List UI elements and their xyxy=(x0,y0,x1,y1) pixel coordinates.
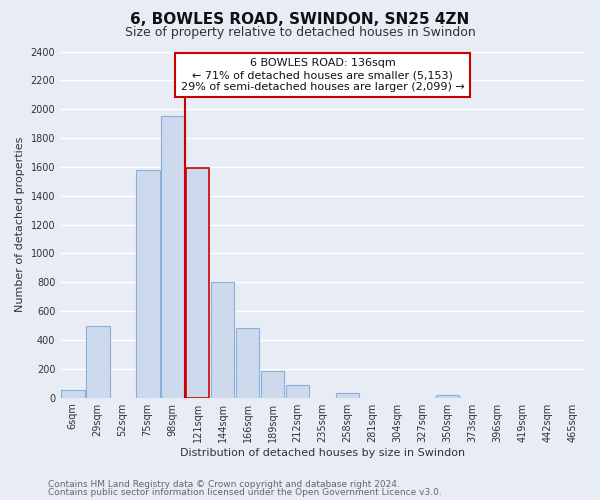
Y-axis label: Number of detached properties: Number of detached properties xyxy=(15,137,25,312)
Bar xyxy=(286,384,310,398)
Text: 6 BOWLES ROAD: 136sqm
← 71% of detached houses are smaller (5,153)
29% of semi-d: 6 BOWLES ROAD: 136sqm ← 71% of detached … xyxy=(181,58,464,92)
Bar xyxy=(261,371,284,398)
Text: Contains HM Land Registry data © Crown copyright and database right 2024.: Contains HM Land Registry data © Crown c… xyxy=(48,480,400,489)
Bar xyxy=(61,390,85,398)
Bar xyxy=(211,282,235,398)
Bar xyxy=(186,168,209,398)
Bar xyxy=(136,170,160,398)
X-axis label: Distribution of detached houses by size in Swindon: Distribution of detached houses by size … xyxy=(180,448,465,458)
Bar xyxy=(161,116,185,398)
Bar xyxy=(436,395,460,398)
Text: 6, BOWLES ROAD, SWINDON, SN25 4ZN: 6, BOWLES ROAD, SWINDON, SN25 4ZN xyxy=(130,12,470,28)
Bar xyxy=(86,326,110,398)
Bar xyxy=(236,328,259,398)
Bar xyxy=(336,394,359,398)
Text: Contains public sector information licensed under the Open Government Licence v3: Contains public sector information licen… xyxy=(48,488,442,497)
Text: Size of property relative to detached houses in Swindon: Size of property relative to detached ho… xyxy=(125,26,475,39)
